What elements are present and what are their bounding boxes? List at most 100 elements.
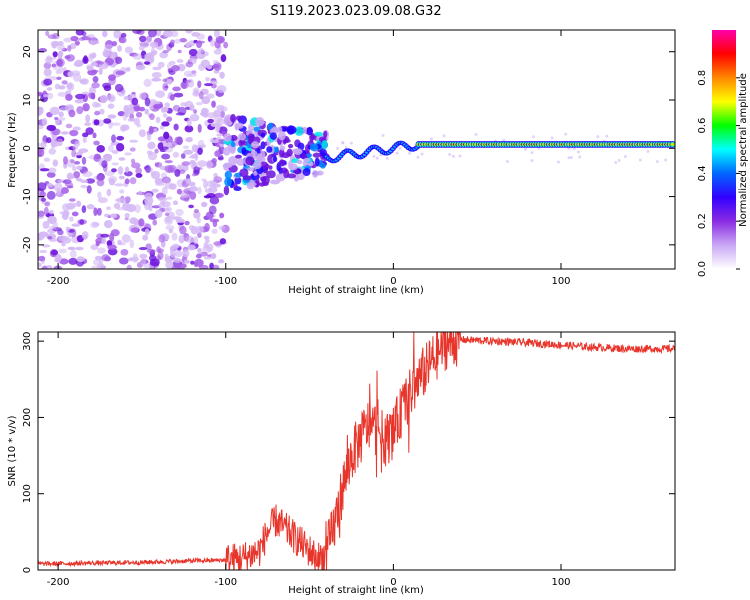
spectral-blob <box>213 109 222 118</box>
spectral-blob <box>107 94 116 103</box>
spectral-blob <box>38 91 43 97</box>
spectral-blob <box>82 103 90 112</box>
spectral-blob <box>111 122 121 126</box>
spectral-blob <box>172 86 181 92</box>
spectral-blob <box>198 91 204 100</box>
spectral-blob <box>218 259 225 264</box>
spectral-blob <box>312 152 322 158</box>
spectral-blob <box>76 200 82 207</box>
spectral-blob <box>70 159 75 164</box>
spectral-blob <box>115 70 126 75</box>
spectral-blob <box>176 188 182 195</box>
spectral-blob <box>209 196 220 205</box>
spectral-blob <box>185 30 193 34</box>
spectral-blob <box>57 44 66 51</box>
spectral-blob <box>58 50 64 57</box>
spectral-blob <box>321 139 328 150</box>
spectral-blob <box>505 160 509 164</box>
colorbar-scale <box>712 30 736 269</box>
spectral-blob <box>117 45 122 52</box>
spectral-blob <box>185 61 194 68</box>
spectral-blob <box>135 111 143 118</box>
spectral-blob <box>107 244 117 250</box>
spectral-blob <box>191 70 197 75</box>
spectral-blob <box>219 71 225 79</box>
spectral-blob <box>54 253 62 263</box>
spectral-blob <box>179 226 187 235</box>
spectral-blob <box>154 161 163 168</box>
spectral-blob <box>129 147 136 152</box>
spectral-blob <box>69 249 77 259</box>
spectral-blob <box>47 236 53 240</box>
spectral-blob <box>138 218 145 227</box>
spectral-blob <box>224 170 232 180</box>
spectral-blob <box>129 177 137 185</box>
spectral-blob <box>187 244 196 251</box>
spectral-blob <box>165 261 174 269</box>
spectral-blob <box>102 49 110 58</box>
spectral-blob <box>229 134 238 141</box>
spectral-blob <box>183 259 190 264</box>
spectral-blob <box>73 171 81 179</box>
spectral-blob <box>269 179 280 185</box>
colorbar-tick-label: 0.2 <box>697 213 708 229</box>
spectral-blob <box>148 125 154 135</box>
snr-x-tick-label: -100 <box>214 577 237 588</box>
spectral-blob <box>43 78 53 86</box>
spectral-blob <box>212 64 220 69</box>
spectral-blob <box>180 102 188 107</box>
spectral-blob <box>134 204 141 213</box>
spectral-blob <box>54 116 59 120</box>
spectral-blob <box>90 221 99 229</box>
spectral-blob <box>113 202 121 210</box>
spectral-blob <box>103 220 113 229</box>
spectral-blob <box>116 143 125 152</box>
spectral-blob <box>138 92 147 100</box>
spectral-blob <box>72 202 77 208</box>
spectral-blob <box>302 126 308 134</box>
spectral-blob <box>173 92 184 98</box>
spectral-blob <box>572 147 576 151</box>
spectral-blob <box>120 124 127 132</box>
snr-y-tick-label: 200 <box>22 408 33 427</box>
spectral-blob <box>147 141 156 150</box>
spectral-blob <box>164 160 173 164</box>
spectrogram-y-tick-label: -20 <box>22 237 33 253</box>
spectrogram-frame <box>37 29 676 270</box>
spectral-blob <box>152 66 162 71</box>
spectral-blob <box>275 173 286 182</box>
spectral-blob <box>191 144 198 153</box>
spectral-blob <box>41 118 48 126</box>
spectral-blob <box>448 153 452 157</box>
spectral-blob <box>80 184 88 189</box>
spectral-blob <box>140 257 147 267</box>
spectral-blob <box>204 222 210 232</box>
spectral-blob <box>171 232 178 241</box>
spectral-blob <box>193 210 201 219</box>
spectral-blob <box>164 182 174 189</box>
spectral-blob <box>309 143 319 152</box>
spectral-blob <box>203 83 213 87</box>
spectral-blob <box>117 166 124 175</box>
spectral-blob <box>278 159 285 167</box>
spectral-blob <box>82 170 93 178</box>
spectral-blob <box>114 183 124 187</box>
spectral-blob <box>70 35 79 42</box>
spectral-blob <box>96 145 105 153</box>
spectral-blob <box>149 258 160 267</box>
spectral-blob <box>107 248 118 256</box>
colorbar-tick-label: 0.0 <box>697 261 708 277</box>
spectral-blob <box>260 176 267 182</box>
spectral-blob <box>53 182 63 192</box>
spectral-blob <box>85 127 94 135</box>
spectral-blob <box>85 114 91 123</box>
spectral-blob <box>190 260 195 265</box>
spectral-blob <box>165 206 173 212</box>
spectral-blob <box>67 71 74 78</box>
spectral-blob <box>76 165 83 171</box>
spectral-blob <box>72 165 77 172</box>
spectral-blob <box>139 35 147 42</box>
spectral-blob <box>92 259 102 266</box>
spectral-blob <box>195 101 203 106</box>
